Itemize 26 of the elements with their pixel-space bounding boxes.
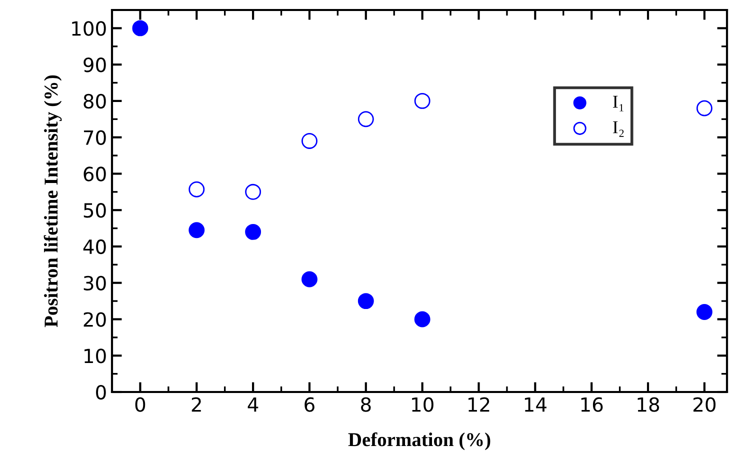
y-tick-label: 20: [84, 312, 106, 327]
y-tick-label: 30: [84, 276, 106, 291]
y-tick-label: 70: [84, 130, 106, 145]
y-tick-label: 90: [84, 58, 106, 72]
y-tick-label: 50: [84, 203, 106, 218]
y-tick-label: 80: [84, 94, 106, 109]
legend-label: I₂: [612, 121, 624, 137]
x-tick-label: 4: [248, 397, 258, 412]
y-tick-label: 40: [83, 239, 106, 254]
x-tick-label: 6: [304, 397, 314, 412]
y-tick-label: 10: [84, 348, 106, 364]
x-axis-title: Deformation (%): [348, 432, 490, 450]
x-tick-label: 10: [412, 397, 434, 412]
x-tick-label: 0: [135, 397, 146, 412]
x-tick-label: 18: [638, 397, 660, 412]
y-tick-label: 60: [84, 166, 106, 182]
x-tick-label: 16: [581, 397, 603, 412]
legend-label: I₁: [612, 96, 624, 112]
y-tick-label: 100: [72, 21, 106, 36]
x-tick-label: 2: [192, 397, 201, 412]
x-tick-label: 14: [524, 397, 546, 412]
x-tick-label: 12: [468, 397, 490, 412]
y-tick-label: 0: [96, 384, 106, 400]
x-tick-label: 20: [693, 397, 716, 412]
y-axis-title: Positron lifetime Intensity (%): [44, 75, 62, 328]
x-tick-label: 8: [361, 397, 371, 412]
